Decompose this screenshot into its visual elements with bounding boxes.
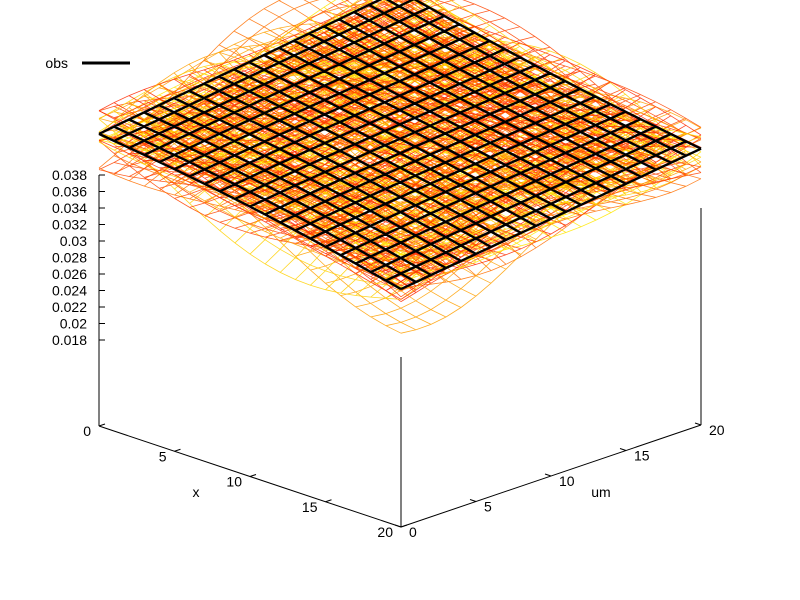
- z-tick-label: 0.032: [52, 217, 87, 233]
- obs-mesh: [98, 0, 702, 291]
- y-axis-label: um: [591, 484, 610, 500]
- z-tick-label: 0.022: [52, 299, 87, 315]
- x-tick-label: 15: [302, 499, 318, 515]
- z-tick-label: 0.03: [60, 233, 87, 249]
- x-tick-mark: [400, 524, 408, 528]
- axis-labels: x um: [193, 484, 611, 500]
- z-tick-label: 0.038: [52, 167, 87, 183]
- x-tick-label: 10: [226, 474, 242, 490]
- z-tick-label: 0.026: [52, 266, 87, 282]
- um-tick-label: 0: [409, 524, 417, 540]
- obs-surface: [98, 0, 702, 291]
- axes-front: 0 5 10 15 20 0 5 10 15 20 0.0380.0360.0340.0320.03…: [52, 167, 725, 540]
- z-tick-label: 0.018: [52, 332, 87, 348]
- um-tick-label: 5: [484, 499, 492, 515]
- x-axis-label: x: [193, 484, 200, 500]
- legend-label-obs: obs: [45, 55, 68, 71]
- um-tick-mark: [394, 524, 402, 528]
- x-tick-mark: [325, 499, 332, 503]
- x-tick-mark: [249, 474, 257, 477]
- x-tick-label: 20: [377, 524, 393, 540]
- x-tick-mark: [174, 448, 181, 452]
- um-tick-mark: [469, 499, 477, 502]
- x-tick-label: 0: [83, 423, 91, 439]
- x-tick-label: 5: [159, 448, 167, 464]
- z-tick-label: 0.034: [52, 200, 87, 216]
- um-tick-label: 20: [709, 422, 725, 438]
- z-tick-label: 0.02: [60, 316, 87, 332]
- z-tick-label: 0.024: [52, 283, 87, 299]
- um-tick-label: 15: [634, 448, 650, 464]
- legend: obs: [45, 55, 130, 71]
- um-tick-label: 10: [559, 473, 575, 489]
- z-tick-label: 0.028: [52, 250, 87, 266]
- um-tick-mark: [544, 473, 552, 477]
- axes-back: [98, 175, 702, 426]
- x-tick-mark: [98, 423, 106, 427]
- z-tick-label: 0.036: [52, 184, 87, 200]
- um-tick-mark: [619, 448, 627, 451]
- um-tick-mark: [694, 422, 702, 426]
